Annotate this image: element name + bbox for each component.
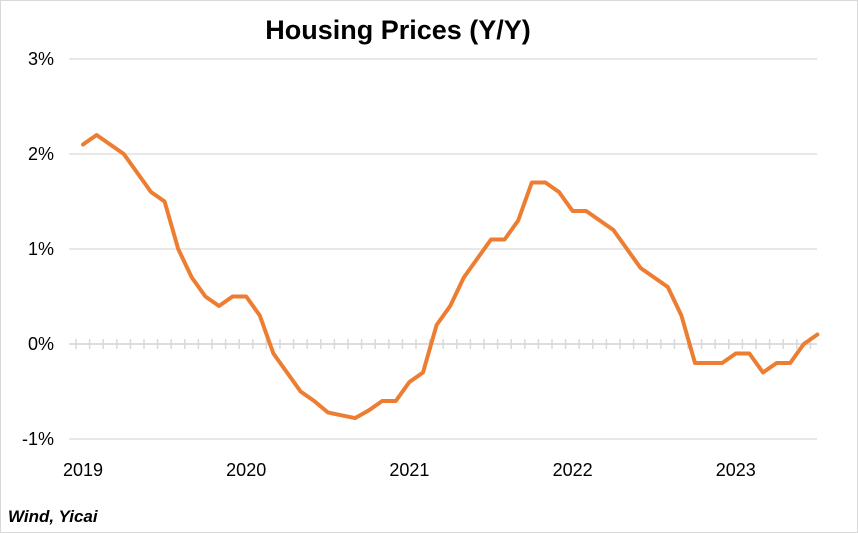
gridlines xyxy=(69,58,817,440)
y-tick-label: 2% xyxy=(28,144,54,164)
x-tick-label: 2020 xyxy=(226,460,266,480)
series-line xyxy=(81,133,820,421)
x-tick-label: 2023 xyxy=(716,460,756,480)
source-note: Wind, Yicai xyxy=(8,507,99,526)
y-tick-label: -1% xyxy=(22,429,54,449)
series-layer xyxy=(81,133,820,421)
x-tick-label: 2021 xyxy=(389,460,429,480)
x-tick-label: 2022 xyxy=(553,460,593,480)
x-axis-ticks: 2019 2020 2021 2022 2023 xyxy=(63,460,756,480)
y-tick-label: 1% xyxy=(28,239,54,259)
x-tick-label: 2019 xyxy=(63,460,103,480)
y-tick-label: 3% xyxy=(28,49,54,69)
y-axis-ticks: -1% 0% 1% 2% 3% xyxy=(22,49,54,449)
chart-title: Housing Prices (Y/Y) xyxy=(265,15,531,45)
y-tick-label: 0% xyxy=(28,334,54,354)
